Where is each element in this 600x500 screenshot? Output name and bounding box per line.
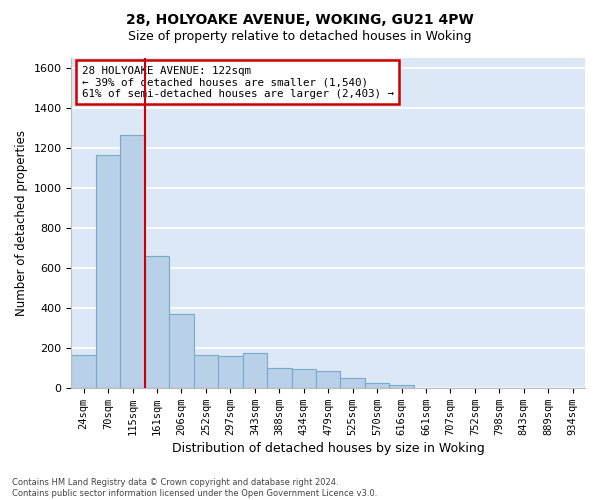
X-axis label: Distribution of detached houses by size in Woking: Distribution of detached houses by size … bbox=[172, 442, 485, 455]
Bar bbox=[218, 356, 242, 388]
Bar bbox=[267, 368, 292, 388]
Bar bbox=[242, 353, 267, 388]
Bar bbox=[194, 355, 218, 388]
Bar bbox=[121, 134, 145, 388]
Bar bbox=[96, 154, 121, 388]
Y-axis label: Number of detached properties: Number of detached properties bbox=[15, 130, 28, 316]
Text: 28 HOLYOAKE AVENUE: 122sqm
← 39% of detached houses are smaller (1,540)
61% of s: 28 HOLYOAKE AVENUE: 122sqm ← 39% of deta… bbox=[82, 66, 394, 99]
Text: Contains HM Land Registry data © Crown copyright and database right 2024.
Contai: Contains HM Land Registry data © Crown c… bbox=[12, 478, 377, 498]
Bar bbox=[145, 256, 169, 388]
Bar bbox=[169, 314, 194, 388]
Bar bbox=[316, 371, 340, 388]
Text: 28, HOLYOAKE AVENUE, WOKING, GU21 4PW: 28, HOLYOAKE AVENUE, WOKING, GU21 4PW bbox=[126, 12, 474, 26]
Bar bbox=[292, 369, 316, 388]
Bar bbox=[340, 378, 365, 388]
Bar bbox=[71, 355, 96, 388]
Bar bbox=[389, 386, 414, 388]
Text: Size of property relative to detached houses in Woking: Size of property relative to detached ho… bbox=[128, 30, 472, 43]
Bar bbox=[365, 383, 389, 388]
